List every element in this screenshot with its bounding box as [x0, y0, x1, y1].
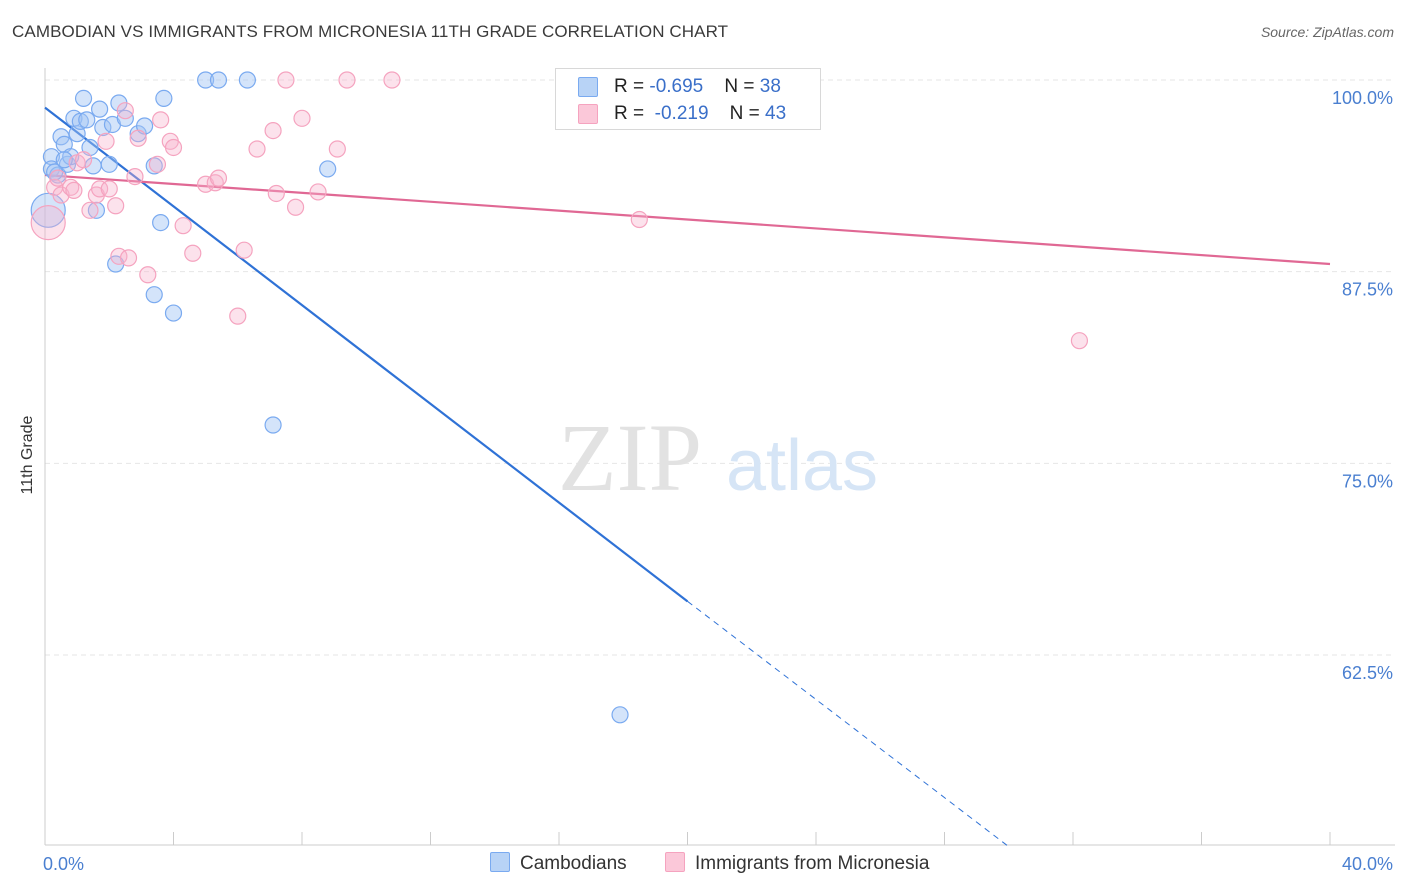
micronesia-point	[235, 241, 253, 259]
micronesia-point	[129, 129, 147, 147]
x-tick-label: 40.0%	[1342, 854, 1393, 874]
r-value: -0.219	[654, 103, 709, 124]
micronesia-point	[267, 184, 285, 203]
micronesia-point	[383, 71, 401, 89]
micronesia-point	[81, 201, 99, 219]
micronesia-point	[277, 71, 295, 89]
cambodians-point	[74, 89, 93, 108]
micronesia-point	[100, 180, 118, 198]
micronesia-point	[293, 109, 311, 127]
cambodians-point	[78, 111, 96, 129]
cambodians-point	[264, 416, 282, 434]
micronesia-point	[152, 111, 170, 129]
stats-legend: R = -0.695 N = 38 R = -0.219 N = 43	[555, 68, 821, 130]
watermark: ZIP atlas	[558, 404, 878, 511]
micronesia-legend-swatch	[665, 852, 685, 872]
y-tick-label: 75.0%	[1342, 471, 1393, 491]
micronesia-point	[338, 71, 356, 89]
micronesia-point	[248, 140, 266, 158]
micronesia-point	[91, 180, 109, 198]
y-tick-label: 87.5%	[1342, 280, 1393, 300]
cambodians-point	[100, 155, 118, 173]
legend-item-micronesia[interactable]: Immigrants from Micronesia	[665, 852, 929, 875]
source-label: Source: ZipAtlas.com	[1260, 24, 1394, 40]
cambodians-point	[164, 304, 183, 322]
legend-label: Cambodians	[520, 853, 627, 874]
cambodians-point	[209, 71, 228, 89]
trend-line	[44, 173, 1331, 266]
n-value: 38	[759, 76, 781, 97]
micronesia-point	[74, 151, 93, 169]
cambodians-point	[152, 214, 170, 232]
micronesia-point	[328, 140, 346, 158]
x-tick-label: 0.0%	[43, 854, 84, 874]
micronesia-point	[184, 244, 202, 262]
micronesia-point	[264, 122, 282, 140]
micronesia-point	[97, 132, 115, 150]
grid-lines	[45, 79, 1395, 656]
micronesia-point	[62, 178, 80, 196]
micronesia-point	[119, 249, 138, 267]
cambodians-legend-swatch	[490, 852, 510, 872]
micronesia-point	[126, 168, 144, 186]
chart-title: CAMBODIAN VS IMMIGRANTS FROM MICRONESIA …	[12, 22, 729, 41]
legend-label: Immigrants from Micronesia	[695, 853, 930, 874]
watermark-atlas: atlas	[726, 426, 878, 506]
trend-line	[44, 106, 689, 603]
cambodians-point	[71, 112, 89, 131]
micronesia-point	[139, 266, 157, 284]
micronesia-point	[286, 198, 305, 216]
legend-item-cambodians[interactable]: Cambodians	[490, 852, 627, 875]
cambodians-point	[145, 286, 163, 304]
cambodians-swatch	[578, 77, 598, 97]
y-tick-label: 100.0%	[1332, 88, 1393, 108]
r-label: R =	[614, 76, 650, 97]
micronesia-point	[206, 174, 224, 192]
micronesia-point	[209, 169, 228, 187]
micronesia-point	[229, 307, 247, 325]
micronesia-point	[116, 102, 134, 120]
cambodians-point	[91, 100, 109, 118]
tick-labels: 62.5% 75.0% 87.5% 100.0% 0.0% 40.0%	[43, 88, 1393, 874]
cambodians-point	[155, 89, 173, 108]
micronesia-point	[148, 155, 167, 173]
cambodians-point	[87, 201, 106, 219]
micronesia-point	[65, 181, 83, 199]
r-value: -0.695	[649, 76, 704, 97]
n-value: 43	[765, 103, 787, 124]
y-tick-label: 62.5%	[1342, 663, 1393, 683]
micronesia-point	[164, 138, 183, 157]
cambodians-point	[94, 118, 112, 137]
trend-line-extension	[687, 600, 1010, 848]
trend-lines	[44, 106, 1331, 848]
micronesia-point	[1070, 332, 1089, 350]
micronesia-point	[49, 169, 67, 187]
cambodians-point	[55, 151, 73, 169]
r-label: R =	[614, 103, 650, 124]
micronesia-point	[630, 210, 648, 229]
micronesia-point	[309, 183, 327, 201]
n-label: N =	[729, 103, 766, 124]
cambodians-point	[197, 71, 215, 89]
watermark-zip: ZIP	[558, 404, 702, 511]
n-label: N =	[724, 76, 760, 97]
micronesia-swatch	[578, 104, 598, 124]
cambodians-point	[611, 706, 629, 724]
cambodians-point	[238, 71, 256, 89]
axes	[44, 68, 1395, 846]
micronesia-point	[107, 197, 125, 215]
micronesia-point	[174, 217, 192, 235]
cambodians-point	[42, 160, 61, 178]
cambodians-point	[319, 160, 337, 178]
micronesia-point	[30, 205, 66, 241]
data-points	[30, 71, 1089, 724]
